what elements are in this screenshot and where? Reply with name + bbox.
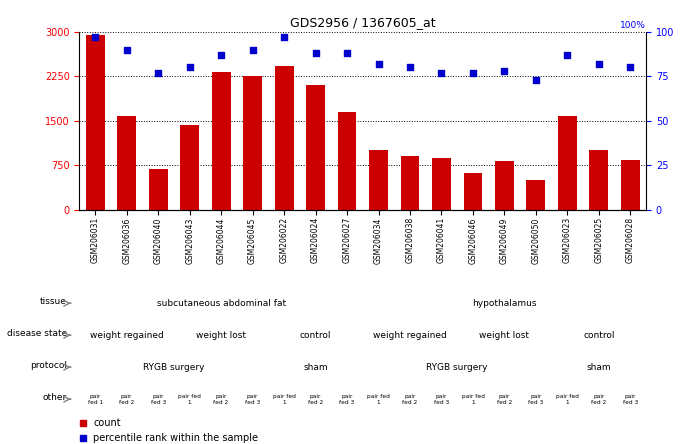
Text: pair fed
1: pair fed 1 — [273, 394, 296, 404]
Text: pair
fed 2: pair fed 2 — [214, 394, 229, 404]
Bar — [338, 112, 357, 210]
Text: RYGB surgery: RYGB surgery — [143, 363, 205, 372]
Text: other: other — [43, 393, 67, 402]
Point — [531, 76, 542, 83]
Bar — [306, 85, 325, 210]
Text: pair fed
1: pair fed 1 — [556, 394, 579, 404]
Text: pair
fed 3: pair fed 3 — [339, 394, 354, 404]
Point — [467, 69, 478, 76]
Text: weight regained: weight regained — [90, 331, 164, 340]
Text: subcutaneous abdominal fat: subcutaneous abdominal fat — [157, 299, 285, 308]
Point — [404, 64, 415, 71]
Text: pair
fed 2: pair fed 2 — [402, 394, 417, 404]
Point — [121, 46, 132, 53]
Bar — [369, 151, 388, 210]
Text: pair
fed 3: pair fed 3 — [623, 394, 638, 404]
Point — [278, 34, 290, 41]
Text: weight regained: weight regained — [373, 331, 447, 340]
Text: protocol: protocol — [30, 361, 67, 370]
Text: count: count — [93, 418, 121, 428]
Point — [341, 50, 352, 57]
Text: pair
fed 2: pair fed 2 — [308, 394, 323, 404]
Point — [153, 69, 164, 76]
Text: pair
fed 2: pair fed 2 — [497, 394, 512, 404]
Bar — [117, 116, 136, 210]
Text: RYGB surgery: RYGB surgery — [426, 363, 488, 372]
Text: disease state: disease state — [7, 329, 67, 338]
Text: pair
fed 1: pair fed 1 — [88, 394, 103, 404]
Point — [499, 67, 510, 75]
Point — [562, 52, 573, 59]
Text: pair
fed 3: pair fed 3 — [245, 394, 261, 404]
Point — [247, 46, 258, 53]
Point — [625, 64, 636, 71]
Text: percentile rank within the sample: percentile rank within the sample — [93, 432, 258, 443]
Point — [436, 69, 447, 76]
Bar — [243, 76, 262, 210]
Bar — [558, 116, 577, 210]
Point — [216, 52, 227, 59]
Bar — [495, 161, 514, 210]
Point — [594, 60, 605, 67]
Text: control: control — [583, 331, 614, 340]
Text: sham: sham — [303, 363, 328, 372]
Bar — [149, 169, 168, 210]
Point — [373, 60, 384, 67]
Point — [184, 64, 195, 71]
Text: 100%: 100% — [621, 21, 646, 30]
Bar — [401, 156, 419, 210]
Bar — [464, 173, 482, 210]
Bar — [274, 66, 294, 210]
Text: control: control — [300, 331, 331, 340]
Text: pair fed
1: pair fed 1 — [462, 394, 484, 404]
Bar — [621, 160, 640, 210]
Bar — [527, 180, 545, 210]
Text: pair
fed 3: pair fed 3 — [434, 394, 449, 404]
Point — [90, 34, 101, 41]
Text: pair
fed 3: pair fed 3 — [151, 394, 166, 404]
Text: pair fed
1: pair fed 1 — [367, 394, 390, 404]
Bar — [211, 72, 231, 210]
Text: pair
fed 3: pair fed 3 — [529, 394, 544, 404]
Text: weight lost: weight lost — [196, 331, 246, 340]
Text: weight lost: weight lost — [480, 331, 529, 340]
Text: pair
fed 2: pair fed 2 — [119, 394, 134, 404]
Title: GDS2956 / 1367605_at: GDS2956 / 1367605_at — [290, 16, 435, 29]
Bar — [432, 158, 451, 210]
Text: pair
fed 2: pair fed 2 — [591, 394, 607, 404]
Bar — [86, 35, 104, 210]
Bar — [589, 151, 608, 210]
Text: hypothalamus: hypothalamus — [472, 299, 537, 308]
Text: sham: sham — [587, 363, 611, 372]
Point — [310, 50, 321, 57]
Text: pair fed
1: pair fed 1 — [178, 394, 201, 404]
Text: tissue: tissue — [40, 297, 67, 306]
Bar — [180, 125, 199, 210]
